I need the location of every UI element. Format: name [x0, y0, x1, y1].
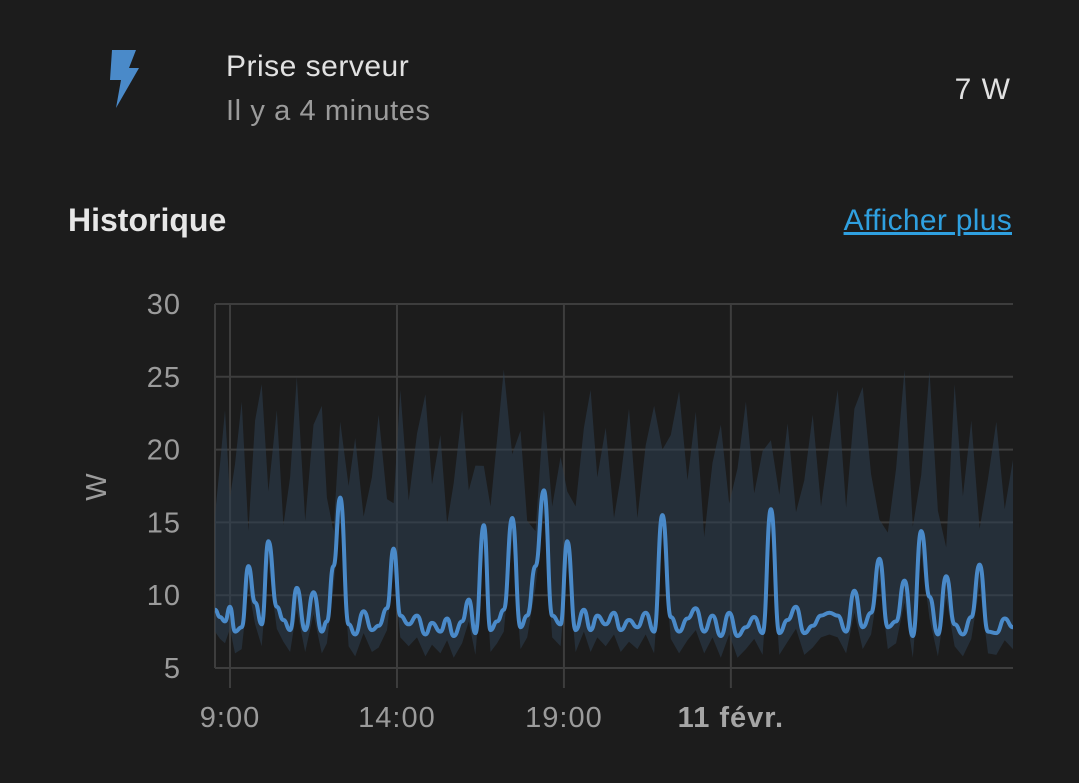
y-tick-label: 25: [147, 362, 181, 394]
history-chart: 5 10 15 20 25 30 9:00 14:00 19:00 11 févr. W: [81, 289, 1014, 734]
y-tick-label: 10: [147, 580, 181, 612]
y-axis-label: W: [81, 473, 113, 501]
y-tick-label: 30: [147, 289, 181, 321]
flash-icon: [110, 50, 139, 108]
entity-name: Prise serveur: [226, 50, 410, 83]
y-tick-label: 5: [164, 653, 181, 685]
series-range-band: [215, 369, 1013, 658]
x-tick-label: 19:00: [525, 702, 603, 734]
show-more-link[interactable]: Afficher plus: [843, 204, 1012, 237]
history-title: Historique: [68, 202, 227, 238]
y-tick-label: 20: [147, 435, 181, 467]
entity-state-value: 7 W: [954, 73, 1011, 106]
entity-last-changed: Il y a 4 minutes: [226, 95, 431, 127]
entity-row[interactable]: Prise serveur Il y a 4 minutes 7 W: [0, 0, 1079, 150]
x-tick-label: 14:00: [358, 702, 436, 734]
series-line: [214, 488, 1014, 638]
x-tick-label: 9:00: [200, 702, 260, 734]
y-tick-label: 15: [147, 507, 181, 539]
x-tick-label: 11 févr.: [678, 702, 784, 734]
